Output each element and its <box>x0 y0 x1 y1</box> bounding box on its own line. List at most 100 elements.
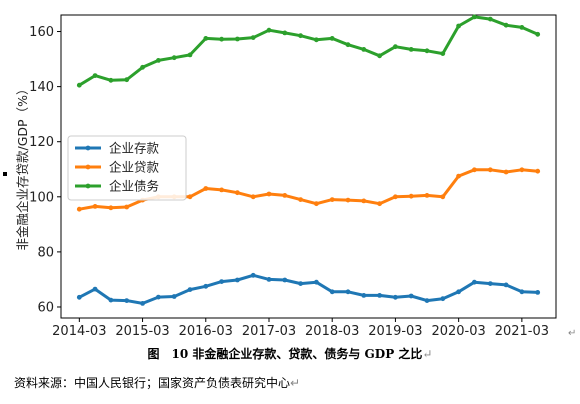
data-point <box>108 77 114 83</box>
data-point <box>250 194 256 200</box>
legend <box>67 135 187 201</box>
data-point <box>171 294 177 299</box>
data-point <box>266 27 272 33</box>
y-tick-label: 140 <box>29 80 54 95</box>
series-line-1 <box>78 273 538 305</box>
legend-label: 企业贷款 <box>109 160 160 175</box>
data-point <box>361 47 367 52</box>
data-point <box>535 290 541 295</box>
series-line-3 <box>78 15 539 87</box>
data-point <box>140 64 146 70</box>
data-point <box>140 301 146 306</box>
source-note-text: 资料来源：中国人民银行；国家资产负债表研究中心 <box>14 376 291 390</box>
data-point <box>92 204 98 209</box>
data-point <box>377 53 382 59</box>
bullet-marker <box>3 172 7 176</box>
data-point <box>171 55 177 61</box>
data-point <box>314 201 319 207</box>
data-point <box>235 190 240 196</box>
data-point <box>76 294 82 300</box>
data-point <box>203 36 209 41</box>
data-point <box>124 77 130 83</box>
figure-caption: 图 10 非金融企业存款、贷款、债务与 GDP 之比↵ <box>0 345 580 362</box>
legend-marker <box>85 145 91 151</box>
data-point <box>440 194 446 200</box>
data-point <box>377 293 382 298</box>
data-point <box>298 197 303 203</box>
data-point <box>250 272 256 278</box>
legend-marker <box>85 183 91 189</box>
data-point <box>219 187 225 193</box>
axes-frame <box>60 14 557 319</box>
data-point <box>472 167 477 173</box>
data-point <box>503 282 509 288</box>
legend-label: 企业存款 <box>109 141 160 156</box>
x-tick-label: 2018-03 <box>305 324 359 339</box>
y-tick-label: 80 <box>37 245 54 260</box>
x-tick-label: 2014-03 <box>52 324 106 339</box>
data-point <box>124 204 130 210</box>
data-point <box>393 294 398 300</box>
data-point <box>76 82 82 88</box>
data-point <box>156 294 161 300</box>
data-point <box>329 197 335 203</box>
data-point <box>345 289 351 295</box>
x-tick-label: 2019-03 <box>368 324 422 339</box>
data-point <box>519 25 525 30</box>
data-point <box>187 52 193 58</box>
data-point <box>298 33 303 39</box>
y-tick-label: 60 <box>37 300 54 315</box>
y-axis-label: 非金融企业存贷款/GDP（%） <box>15 83 30 251</box>
data-point <box>456 173 461 179</box>
data-point <box>266 191 272 197</box>
data-point <box>235 36 240 42</box>
data-point <box>424 48 430 54</box>
data-point <box>440 296 446 302</box>
data-point <box>298 281 303 286</box>
data-point <box>282 193 288 198</box>
data-point <box>282 277 288 283</box>
data-point <box>472 279 477 285</box>
data-point <box>456 23 461 29</box>
data-point <box>329 36 335 41</box>
x-tick-label: 2017-03 <box>242 324 296 339</box>
data-point <box>408 47 414 52</box>
data-point <box>503 169 509 175</box>
data-point <box>487 16 493 22</box>
return-mark-icon: ↵ <box>568 328 576 339</box>
data-point <box>250 35 256 40</box>
return-mark-icon: ↵ <box>422 347 433 361</box>
data-point <box>203 283 209 289</box>
data-point <box>361 198 367 204</box>
data-point <box>393 44 398 50</box>
data-point <box>92 73 98 78</box>
data-point <box>408 293 414 299</box>
data-point <box>124 298 130 303</box>
x-tick-label: 2016-03 <box>179 324 233 339</box>
data-point <box>92 286 98 292</box>
source-note: 资料来源：中国人民银行；国家资产负债表研究中心↵ <box>14 374 300 391</box>
data-point <box>424 193 430 198</box>
data-point <box>76 206 82 212</box>
data-point <box>219 279 225 284</box>
data-point <box>503 22 509 28</box>
figure-caption-text: 图 10 非金融企业存款、贷款、债务与 GDP 之比 <box>147 347 423 361</box>
data-point <box>472 14 477 20</box>
y-tick-label: 160 <box>29 25 54 40</box>
data-point <box>156 58 161 63</box>
legend-label: 企业债务 <box>109 179 159 194</box>
data-point <box>345 197 351 203</box>
data-point <box>440 51 446 56</box>
data-point <box>282 30 288 36</box>
data-point <box>314 37 319 43</box>
data-point <box>108 205 114 211</box>
data-point <box>377 201 382 207</box>
y-tick-label: 120 <box>29 135 54 150</box>
data-point <box>187 194 193 200</box>
data-point <box>203 186 209 191</box>
data-point <box>235 277 240 283</box>
data-point <box>519 289 525 295</box>
data-point <box>329 289 335 295</box>
data-point <box>424 298 430 303</box>
data-point <box>519 167 525 173</box>
